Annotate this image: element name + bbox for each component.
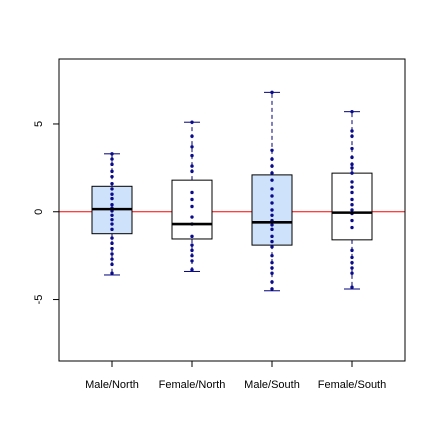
data-point bbox=[110, 227, 114, 232]
data-point bbox=[270, 227, 274, 232]
data-point bbox=[270, 164, 274, 168]
data-point bbox=[110, 257, 114, 261]
data-point bbox=[190, 197, 194, 202]
data-point bbox=[270, 280, 274, 284]
data-point bbox=[190, 134, 194, 138]
axes-layer: Male/North Female/North Male/South Female/S… bbox=[33, 121, 386, 391]
data-point bbox=[270, 90, 274, 95]
data-point bbox=[190, 259, 194, 263]
data-point bbox=[110, 252, 114, 256]
data-point bbox=[110, 217, 114, 222]
data-point bbox=[350, 225, 354, 230]
data-point bbox=[190, 153, 194, 158]
data-point bbox=[190, 190, 194, 195]
data-point bbox=[110, 192, 114, 196]
data-point bbox=[270, 194, 274, 198]
data-point bbox=[270, 178, 274, 182]
data-point bbox=[110, 271, 114, 275]
data-point bbox=[110, 213, 114, 217]
data-point bbox=[350, 129, 354, 133]
plot-frame bbox=[58, 58, 406, 362]
data-point bbox=[110, 241, 114, 246]
data-point bbox=[110, 236, 114, 240]
data-point bbox=[350, 162, 354, 167]
data-point bbox=[350, 197, 354, 202]
data-point bbox=[270, 157, 274, 161]
data-point bbox=[110, 169, 114, 174]
box-group bbox=[331, 109, 373, 290]
data-point bbox=[350, 208, 354, 212]
x-tick-label: Female/South bbox=[318, 379, 386, 391]
data-point bbox=[190, 120, 194, 124]
data-point bbox=[350, 185, 354, 189]
data-point bbox=[190, 234, 194, 239]
data-point bbox=[350, 166, 354, 170]
data-point bbox=[350, 260, 354, 265]
interquartile-box bbox=[171, 179, 213, 240]
data-point bbox=[110, 196, 114, 201]
data-point bbox=[270, 171, 274, 175]
data-point bbox=[350, 155, 354, 160]
data-point bbox=[270, 223, 274, 227]
boxes-layer bbox=[91, 90, 373, 292]
data-point bbox=[270, 201, 274, 205]
data-point bbox=[110, 181, 114, 186]
data-point bbox=[350, 218, 354, 223]
data-point bbox=[350, 255, 354, 260]
data-point bbox=[270, 187, 274, 191]
data-point bbox=[190, 215, 194, 219]
data-point bbox=[110, 152, 114, 156]
x-tick-label: Male/South bbox=[244, 379, 300, 391]
box-group bbox=[91, 152, 133, 276]
data-point bbox=[270, 208, 274, 212]
y-tick-label: -5 bbox=[33, 295, 45, 305]
data-point bbox=[350, 266, 354, 270]
data-point bbox=[110, 222, 114, 226]
data-point bbox=[350, 180, 354, 184]
x-tick-label: Female/North bbox=[159, 379, 226, 391]
data-point bbox=[270, 253, 274, 258]
data-point bbox=[350, 248, 354, 253]
box-group bbox=[171, 120, 213, 272]
data-point bbox=[190, 164, 194, 168]
data-point bbox=[350, 203, 354, 207]
data-point bbox=[110, 174, 114, 179]
data-point bbox=[270, 234, 274, 239]
data-point bbox=[110, 162, 114, 167]
data-point bbox=[270, 245, 274, 249]
data-point bbox=[350, 271, 354, 275]
data-point bbox=[270, 239, 274, 244]
data-point bbox=[110, 187, 114, 191]
data-point bbox=[190, 204, 194, 209]
data-point bbox=[270, 213, 274, 217]
data-point bbox=[270, 266, 274, 270]
data-point bbox=[190, 267, 194, 272]
data-point bbox=[110, 262, 114, 267]
data-point bbox=[190, 248, 194, 253]
data-point bbox=[350, 146, 354, 151]
data-point bbox=[190, 169, 194, 174]
data-point bbox=[350, 285, 354, 289]
x-tick-label: Male/North bbox=[85, 379, 139, 391]
data-point bbox=[190, 145, 194, 149]
data-point bbox=[110, 246, 114, 251]
data-point bbox=[190, 253, 194, 258]
data-point bbox=[350, 171, 354, 175]
data-point bbox=[110, 157, 114, 161]
y-tick-label: 5 bbox=[33, 121, 45, 127]
box-group bbox=[251, 90, 293, 292]
data-point bbox=[350, 134, 354, 138]
data-point bbox=[270, 260, 274, 265]
data-point bbox=[350, 190, 354, 195]
data-point bbox=[270, 271, 274, 275]
data-point bbox=[270, 287, 274, 291]
y-tick-label: 0 bbox=[33, 209, 45, 215]
data-point bbox=[190, 243, 194, 247]
data-point bbox=[350, 109, 354, 114]
data-point bbox=[110, 203, 114, 207]
data-point bbox=[270, 148, 274, 153]
